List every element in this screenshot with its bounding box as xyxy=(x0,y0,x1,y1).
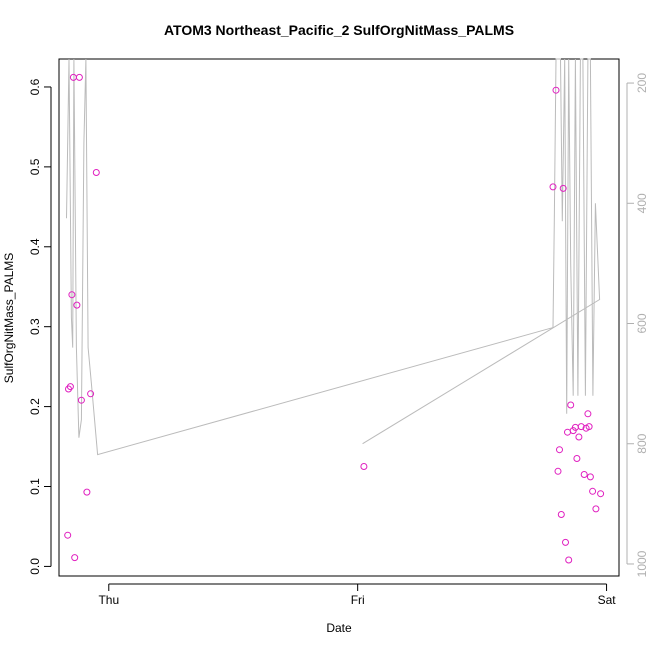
data-point xyxy=(75,73,83,81)
data-point xyxy=(77,396,85,404)
data-point xyxy=(92,169,100,176)
series-layer xyxy=(64,58,605,564)
x-axis-label: Date xyxy=(326,621,352,635)
y-tick-label: 0.1 xyxy=(28,478,42,495)
y-axis-label: SulfOrgNitMass_PALMS xyxy=(2,253,16,383)
chart-title: ATOM3 Northeast_Pacific_2 SulfOrgNitMass… xyxy=(164,22,514,38)
data-point xyxy=(549,183,557,191)
data-point xyxy=(68,291,76,299)
data-point xyxy=(557,511,565,518)
y-tick-label: 0.3 xyxy=(28,318,42,335)
data-point xyxy=(592,505,600,513)
secondary-tick-label: 400 xyxy=(635,193,649,213)
y-tick-label: 0.6 xyxy=(28,78,42,95)
data-point xyxy=(66,383,74,391)
axes-layer: 0.0 0.1 0.2 0.3 0.4 0.5 0.6 Thu Fri Sat 200 400 600 8… xyxy=(28,73,649,607)
x-tick-label: Sat xyxy=(598,593,617,607)
data-point xyxy=(71,554,79,562)
data-point xyxy=(554,467,562,475)
data-point xyxy=(586,473,594,481)
data-point xyxy=(559,184,567,192)
y-tick-label: 0.0 xyxy=(28,558,42,575)
data-point xyxy=(64,531,72,539)
data-point xyxy=(556,446,563,454)
y-tick-label: 0.2 xyxy=(28,398,42,415)
data-point xyxy=(573,455,581,462)
secondary-tick-label: 1000 xyxy=(635,550,649,577)
data-point xyxy=(552,86,560,94)
data-point xyxy=(73,301,81,309)
data-point xyxy=(585,423,593,431)
data-point xyxy=(577,423,585,431)
secondary-tick-label: 600 xyxy=(635,313,649,333)
data-point xyxy=(83,488,91,496)
y-tick-label: 0.4 xyxy=(28,238,42,255)
y-tick-label: 0.5 xyxy=(28,158,42,175)
plot-frame xyxy=(58,58,620,577)
data-point xyxy=(567,401,575,409)
x-tick-label: Thu xyxy=(98,593,119,607)
data-point xyxy=(589,487,597,495)
data-point xyxy=(360,463,368,470)
secondary-tick-label: 200 xyxy=(635,73,649,93)
secondary-tick-label: 800 xyxy=(635,433,649,453)
data-point xyxy=(584,410,592,418)
data-point xyxy=(564,428,571,436)
data-point xyxy=(565,556,573,564)
x-tick-label: Fri xyxy=(351,593,365,607)
data-point xyxy=(580,471,588,478)
data-point xyxy=(562,538,569,546)
data-point xyxy=(597,490,605,498)
data-point xyxy=(575,433,583,441)
data-point xyxy=(87,390,95,398)
altitude-trace-line xyxy=(66,58,601,456)
